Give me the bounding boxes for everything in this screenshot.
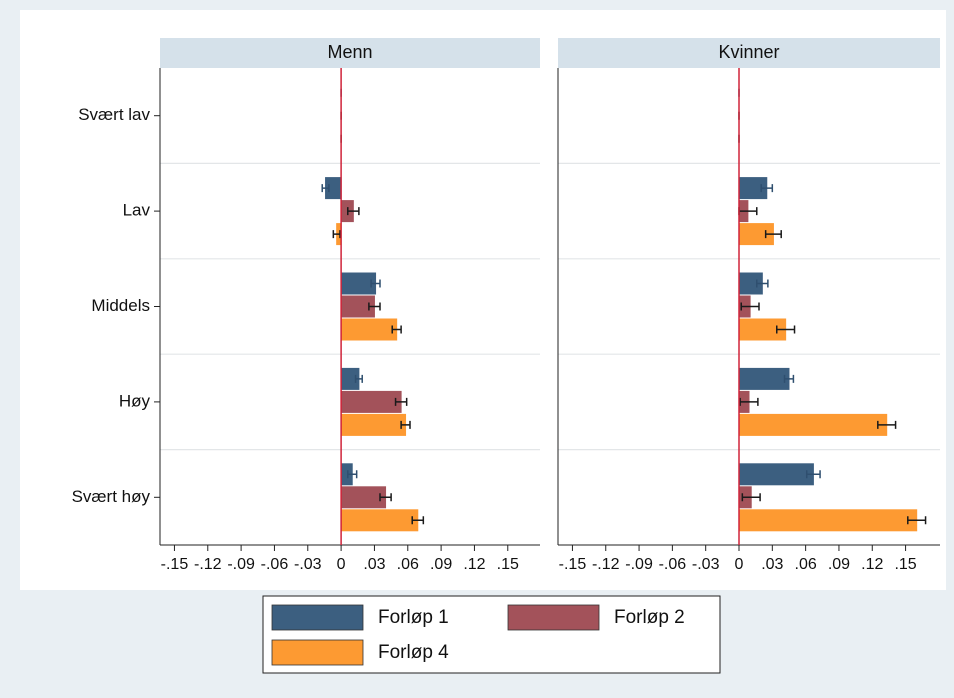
- panel-title: Menn: [327, 42, 372, 62]
- x-tick-label: .12: [861, 556, 883, 573]
- x-tick-label: .06: [397, 556, 419, 573]
- y-tick-label: Svært lav: [78, 105, 150, 124]
- x-tick-label: -.09: [625, 556, 653, 573]
- y-tick-label: Svært høy: [72, 487, 151, 506]
- x-tick-label: -.15: [161, 556, 189, 573]
- x-tick-label: -.12: [194, 556, 222, 573]
- error-bar: [783, 374, 795, 383]
- legend-label: Forløp 1: [378, 607, 449, 628]
- error-bar: [805, 470, 821, 479]
- error-bar: [756, 279, 769, 288]
- error-bar: [907, 516, 927, 525]
- bar: [340, 486, 387, 509]
- y-tick-label: Middels: [91, 296, 150, 315]
- x-tick-label: .09: [828, 556, 850, 573]
- error-bar: [877, 420, 897, 429]
- x-tick-label: 0: [337, 556, 346, 573]
- bar: [340, 413, 407, 436]
- x-tick-label: -.06: [659, 556, 687, 573]
- x-tick-label: -.03: [692, 556, 720, 573]
- error-bar: [739, 397, 759, 406]
- error-bar: [347, 207, 360, 216]
- error-bar: [332, 230, 341, 239]
- x-tick-label: .06: [795, 556, 817, 573]
- error-bar: [764, 230, 782, 239]
- error-bar: [368, 302, 381, 311]
- panel-strip: [558, 38, 940, 68]
- x-tick-label: 0: [735, 556, 744, 573]
- error-bar: [370, 279, 381, 288]
- x-tick-label: -.03: [294, 556, 322, 573]
- bar: [738, 463, 814, 486]
- error-bar: [394, 397, 408, 406]
- error-bar: [741, 493, 761, 502]
- y-tick-label: Høy: [119, 391, 151, 410]
- x-tick-label: -.12: [592, 556, 620, 573]
- error-bar: [321, 184, 330, 193]
- x-tick-label: .15: [497, 556, 519, 573]
- x-tick-label: -.06: [261, 556, 289, 573]
- x-tick-label: -.15: [559, 556, 587, 573]
- x-tick-label: .15: [894, 556, 916, 573]
- bar: [738, 509, 918, 532]
- panel-title: Kvinner: [718, 42, 779, 62]
- error-bar: [740, 302, 760, 311]
- error-bar: [776, 325, 796, 334]
- legend-label: Forløp 4: [378, 642, 449, 663]
- bar: [340, 509, 419, 532]
- legend-swatch: [507, 604, 600, 631]
- panel-strip: [160, 38, 540, 68]
- bar: [738, 413, 888, 436]
- error-bar: [760, 184, 774, 193]
- error-bar: [354, 374, 363, 383]
- bar: [738, 367, 790, 390]
- error-bar: [347, 470, 358, 479]
- error-bar: [400, 420, 411, 429]
- legend-swatch: [271, 604, 364, 631]
- legend-label: Forløp 2: [614, 607, 685, 628]
- error-bar: [411, 516, 425, 525]
- y-tick-label: Lav: [123, 201, 151, 220]
- x-tick-label: -.09: [227, 556, 255, 573]
- x-tick-label: .03: [761, 556, 783, 573]
- x-tick-label: .12: [463, 556, 485, 573]
- x-tick-label: .03: [363, 556, 385, 573]
- error-bar: [379, 493, 392, 502]
- error-bar: [391, 325, 402, 334]
- bar: [340, 318, 398, 341]
- legend-swatch: [271, 639, 364, 666]
- x-tick-label: .09: [430, 556, 452, 573]
- bar: [340, 390, 402, 413]
- plot-region: [20, 10, 946, 590]
